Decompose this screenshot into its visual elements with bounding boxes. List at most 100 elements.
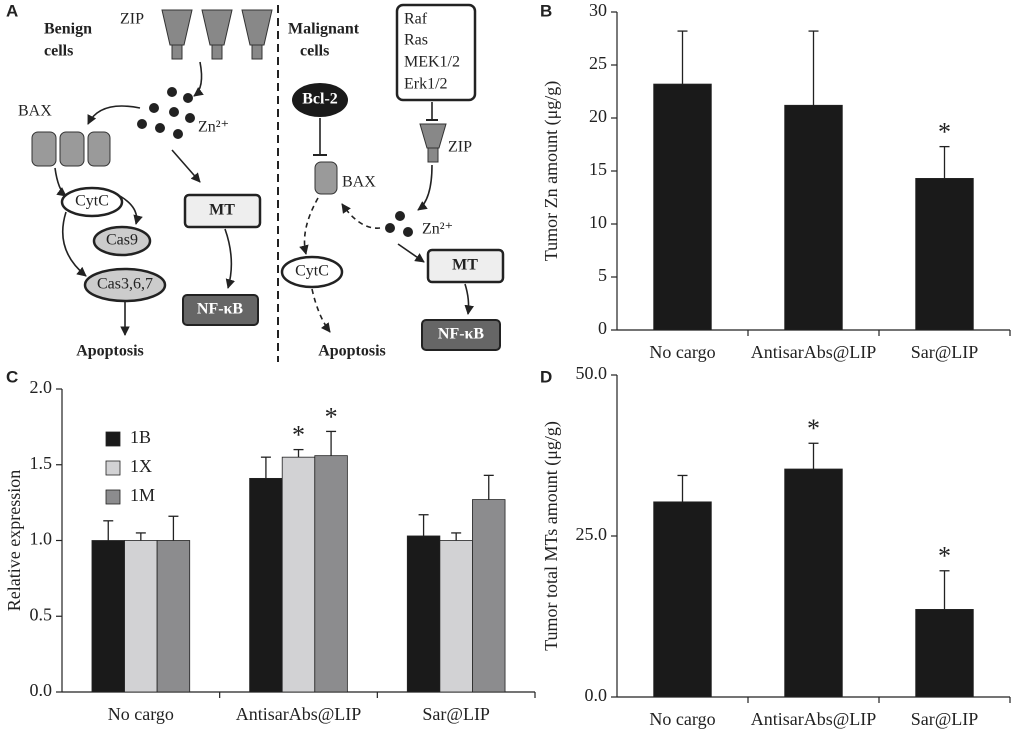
significance-marker: * [292, 421, 305, 450]
bar [91, 540, 125, 693]
y-tick-label: 0 [598, 318, 607, 338]
arrow [54, 167, 67, 197]
x-tick-label: Sar@LIP [911, 342, 979, 362]
bar [249, 477, 283, 693]
x-tick-label: AntisarAbs@LIP [236, 704, 362, 724]
legend-label: 1X [130, 456, 152, 476]
x-tick-label: AntisarAbs@LIP [751, 342, 877, 362]
label: BAX [342, 174, 376, 191]
label: Bcl-2 [302, 91, 338, 108]
title: cells [300, 43, 329, 60]
title: Benign [44, 21, 92, 38]
label: Apoptosis [76, 343, 144, 360]
label: ZIP [448, 139, 472, 156]
y-axis-label: Tumor Zn amount (μg/g) [541, 81, 562, 261]
arrow [417, 164, 433, 211]
diagram: A Benign cells ZIP Zn²⁺ BAX CytC Cas9 Ca… [6, 1, 505, 362]
significance-marker: * [325, 402, 338, 431]
label: Cas9 [106, 232, 138, 249]
node [92, 225, 152, 257]
x-tick-label: Sar@LIP [422, 704, 490, 724]
bar [439, 540, 473, 693]
arrow [341, 203, 381, 229]
y-tick-label: 2.0 [30, 377, 53, 397]
label: ZIP [120, 11, 144, 28]
x-tick-label: No cargo [649, 709, 715, 729]
label: Ras [404, 32, 428, 49]
y-tick-label: 15 [589, 159, 607, 179]
bar [784, 104, 843, 331]
legend-swatch [105, 431, 121, 447]
y-tick-label: 25 [589, 53, 607, 73]
panel-label: C [6, 367, 18, 386]
bar [281, 456, 316, 693]
significance-marker: * [938, 542, 951, 571]
node [280, 255, 344, 289]
panel-label: D [540, 367, 552, 386]
title: cells [44, 43, 73, 60]
bax-proteins [31, 131, 111, 167]
label: MT [452, 257, 478, 274]
arrow [224, 228, 235, 289]
x-tick-label: AntisarAbs@LIP [751, 709, 877, 729]
significance-marker: * [807, 414, 820, 443]
bar [653, 83, 712, 331]
x-tick-label: No cargo [108, 704, 174, 724]
y-tick-label: 30 [589, 0, 607, 20]
node [60, 186, 124, 218]
arrow [87, 105, 141, 125]
arrow [119, 195, 143, 225]
node [83, 267, 167, 303]
y-tick-label: 0.0 [585, 685, 608, 705]
arrow [193, 61, 204, 97]
bar [314, 455, 348, 693]
y-tick-label: 1.0 [30, 529, 53, 549]
arrow [62, 211, 87, 277]
bar [124, 540, 158, 693]
bar [784, 468, 843, 698]
label: BAX [18, 103, 52, 120]
arrow [311, 288, 331, 333]
y-tick-label: 20 [589, 106, 607, 126]
label: MT [209, 202, 235, 219]
bar [406, 535, 441, 693]
y-tick-label: 25.0 [576, 524, 608, 544]
arrow [299, 197, 319, 255]
bax-protein [314, 161, 338, 195]
node [426, 248, 505, 284]
bar [472, 499, 506, 693]
legend-swatch [105, 460, 121, 476]
panel-label: B [540, 1, 552, 20]
legend-swatch [105, 489, 121, 505]
arrow [397, 243, 425, 263]
zinc-dots [385, 211, 413, 237]
y-tick-label: 10 [589, 212, 607, 232]
significance-marker: * [938, 118, 951, 147]
label: NF-κB [438, 326, 485, 343]
bar [915, 178, 974, 331]
bar [156, 540, 191, 693]
node [292, 83, 348, 117]
label: Zn²⁺ [422, 221, 453, 238]
y-tick-label: 0.0 [30, 680, 53, 700]
bar [915, 609, 974, 698]
zip-channels [161, 9, 273, 60]
label: Erk1/2 [404, 76, 448, 93]
arrow [464, 283, 474, 315]
bar [653, 501, 712, 698]
label: CytC [295, 263, 329, 280]
node [421, 319, 501, 351]
node [182, 294, 259, 326]
y-axis-label: Relative expression [4, 470, 24, 611]
label: CytC [75, 193, 109, 210]
arrow [171, 149, 201, 183]
legend-label: 1M [130, 485, 155, 505]
title: Malignant [288, 21, 360, 38]
label: Raf [404, 11, 428, 28]
y-tick-label: 5 [598, 265, 607, 285]
y-tick-label: 0.5 [30, 604, 53, 624]
panel-label: A [6, 1, 18, 20]
y-axis-label: Tumor total MTs amount (μg/g) [541, 421, 562, 651]
label: Cas3,6,7 [97, 276, 153, 293]
